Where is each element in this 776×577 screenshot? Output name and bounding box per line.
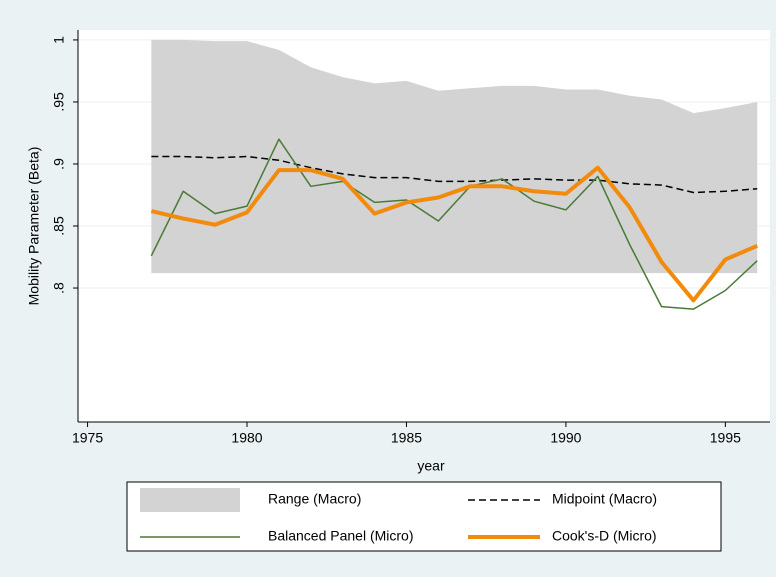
legend-label: Balanced Panel (Micro) — [268, 528, 414, 544]
y-tick-label: .85 — [51, 216, 67, 236]
y-tick-label: 1 — [51, 36, 67, 44]
legend-label: Midpoint (Macro) — [552, 491, 657, 507]
x-tick-label: 1980 — [231, 430, 262, 446]
range-band — [151, 39, 758, 274]
y-axis-label: Mobility Parameter (Beta) — [26, 147, 42, 306]
series-line — [150, 165, 759, 303]
legend-swatch — [140, 488, 240, 512]
x-tick-label: 1990 — [550, 430, 581, 446]
series-line — [150, 138, 758, 310]
x-tick-label: 1975 — [72, 430, 103, 446]
x-axis-label: year — [417, 458, 445, 474]
y-tick-label: .8 — [51, 282, 67, 294]
y-tick-label: .9 — [51, 158, 67, 170]
legend-label: Cook's-D (Micro) — [552, 528, 657, 544]
series-line — [151, 155, 758, 194]
x-tick-label: 1995 — [710, 430, 741, 446]
legend-label: Range (Macro) — [268, 491, 361, 507]
x-tick-label: 1985 — [391, 430, 422, 446]
y-tick-label: .95 — [51, 92, 67, 112]
